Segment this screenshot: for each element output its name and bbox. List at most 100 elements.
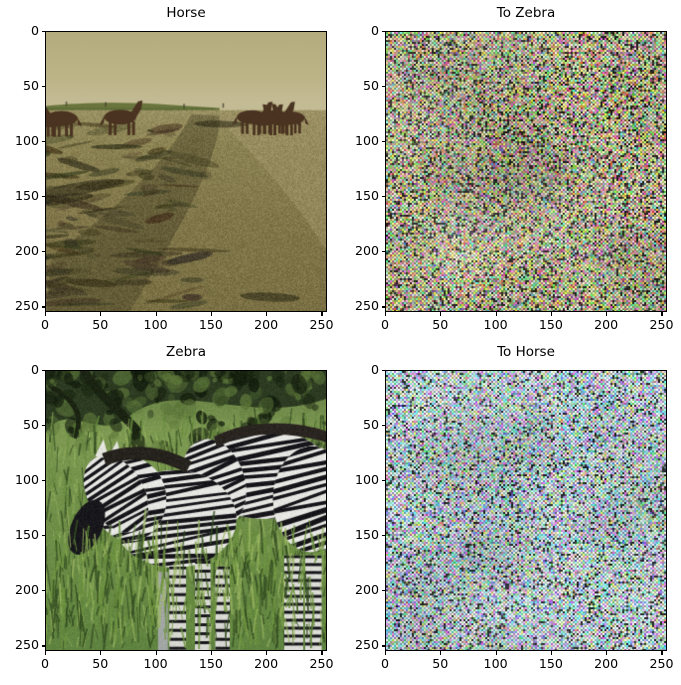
xticklabel-to_horse-4: 200 <box>594 656 619 671</box>
xticklabel-zebra-5: 250 <box>309 656 334 671</box>
xticklabel-zebra-4: 200 <box>254 656 279 671</box>
xticklabel-to_horse-2: 100 <box>483 656 508 671</box>
xtick-horse-0 <box>45 312 47 316</box>
xticklabel-zebra-1: 50 <box>92 656 109 671</box>
xtick-to_horse-3 <box>550 651 552 655</box>
ytick-to_horse-0 <box>381 370 385 372</box>
yticklabel-to_zebra-4: 200 <box>354 243 379 259</box>
xtick-to_horse-2 <box>495 651 497 655</box>
subplot-horse: Horse 0 50 100 150 200 250 0 50 100 150 200 250 <box>0 5 334 346</box>
ytick-zebra-3 <box>41 535 45 537</box>
ytick-zebra-4 <box>41 590 45 592</box>
yticklabel-zebra-1: 50 <box>22 417 39 433</box>
xticklabel-to_zebra-4: 200 <box>594 317 619 332</box>
yticklabel-zebra-4: 200 <box>14 582 39 598</box>
xticklabel-horse-3: 150 <box>198 317 223 332</box>
subplot-to_zebra: To Zebra 0 50 100 150 200 250 0 50 100 150 200 250 <box>340 5 674 346</box>
xticklabel-zebra-2: 100 <box>143 656 168 671</box>
yticklabel-to_zebra-5: 250 <box>354 298 379 314</box>
xtick-to_zebra-2 <box>495 312 497 316</box>
ytick-to_zebra-1 <box>381 86 385 88</box>
xticklabel-horse-1: 50 <box>92 317 109 332</box>
ytick-to_zebra-0 <box>381 31 385 33</box>
image-to_zebra <box>386 32 666 311</box>
image-axes-to_zebra <box>385 31 667 312</box>
yticklabel-horse-2: 100 <box>14 133 39 149</box>
ytick-horse-4 <box>41 251 45 253</box>
ytick-to_horse-2 <box>381 480 385 482</box>
yticklabel-horse-0: 0 <box>30 23 39 38</box>
subplot-zebra: Zebra 0 50 100 150 200 250 0 50 100 150 200 250 <box>0 344 334 685</box>
xtick-to_zebra-1 <box>440 312 442 316</box>
subplot-title-zebra: Zebra <box>166 344 206 360</box>
xtick-to_horse-0 <box>385 651 387 655</box>
xticklabel-to_zebra-2: 100 <box>483 317 508 332</box>
yticklabel-to_horse-3: 150 <box>354 527 379 543</box>
subplot-title-horse: Horse <box>166 5 206 21</box>
ytick-horse-5 <box>41 306 45 308</box>
xtick-horse-4 <box>266 312 268 316</box>
xtick-zebra-5 <box>321 651 323 655</box>
xticklabel-to_zebra-1: 50 <box>432 317 449 332</box>
yticklabel-to_horse-5: 250 <box>354 637 379 653</box>
yticklabel-to_zebra-0: 0 <box>370 23 379 38</box>
ytick-horse-3 <box>41 196 45 198</box>
ytick-horse-1 <box>41 86 45 88</box>
yticklabel-to_zebra-1: 50 <box>362 78 379 94</box>
xtick-to_zebra-5 <box>661 312 663 316</box>
ytick-to_zebra-3 <box>381 196 385 198</box>
ytick-zebra-1 <box>41 425 45 427</box>
xticklabel-to_zebra-5: 250 <box>649 317 674 332</box>
yticklabel-horse-5: 250 <box>14 298 39 314</box>
ytick-zebra-2 <box>41 480 45 482</box>
xtick-zebra-1 <box>100 651 102 655</box>
yticklabel-zebra-5: 250 <box>14 637 39 653</box>
xticklabel-zebra-3: 150 <box>198 656 223 671</box>
ytick-horse-0 <box>41 31 45 33</box>
xticklabel-horse-4: 200 <box>254 317 279 332</box>
xticklabel-horse-0: 0 <box>40 317 50 332</box>
xtick-horse-3 <box>210 312 212 316</box>
subplot-title-to_horse: To Horse <box>497 344 555 360</box>
xtick-horse-1 <box>100 312 102 316</box>
xticklabel-to_horse-3: 150 <box>538 656 563 671</box>
yticklabel-to_zebra-2: 100 <box>354 133 379 149</box>
image-axes-to_horse <box>385 370 667 651</box>
ytick-to_zebra-5 <box>381 306 385 308</box>
yticklabel-horse-3: 150 <box>14 188 39 204</box>
xticklabel-to_horse-5: 250 <box>649 656 674 671</box>
xticklabel-to_horse-1: 50 <box>432 656 449 671</box>
yticklabel-zebra-2: 100 <box>14 472 39 488</box>
xtick-to_zebra-4 <box>606 312 608 316</box>
yticklabel-to_horse-1: 50 <box>362 417 379 433</box>
yticklabel-to_horse-2: 100 <box>354 472 379 488</box>
xtick-zebra-3 <box>210 651 212 655</box>
subplot-to_horse: To Horse 0 50 100 150 200 250 0 50 100 150 200 250 <box>340 344 674 685</box>
ytick-to_horse-1 <box>381 425 385 427</box>
ytick-to_zebra-2 <box>381 141 385 143</box>
image-zebra <box>46 371 326 650</box>
yticklabel-to_horse-4: 200 <box>354 582 379 598</box>
xticklabel-zebra-0: 0 <box>40 656 50 671</box>
ytick-to_zebra-4 <box>381 251 385 253</box>
yticklabel-to_zebra-3: 150 <box>354 188 379 204</box>
xtick-to_horse-1 <box>440 651 442 655</box>
xticklabel-to_horse-0: 0 <box>380 656 390 671</box>
ytick-to_horse-4 <box>381 590 385 592</box>
ytick-zebra-5 <box>41 645 45 647</box>
xtick-zebra-0 <box>45 651 47 655</box>
xticklabel-to_zebra-0: 0 <box>380 317 390 332</box>
yticklabel-horse-1: 50 <box>22 78 39 94</box>
xtick-zebra-4 <box>266 651 268 655</box>
ytick-zebra-0 <box>41 370 45 372</box>
image-axes-horse <box>45 31 327 312</box>
ytick-horse-2 <box>41 141 45 143</box>
image-to_horse <box>386 371 666 650</box>
xticklabel-horse-5: 250 <box>309 317 334 332</box>
yticklabel-to_horse-0: 0 <box>370 362 379 377</box>
image-axes-zebra <box>45 370 327 651</box>
image-horse <box>46 32 326 311</box>
xtick-to_zebra-3 <box>550 312 552 316</box>
yticklabel-zebra-0: 0 <box>30 362 39 377</box>
